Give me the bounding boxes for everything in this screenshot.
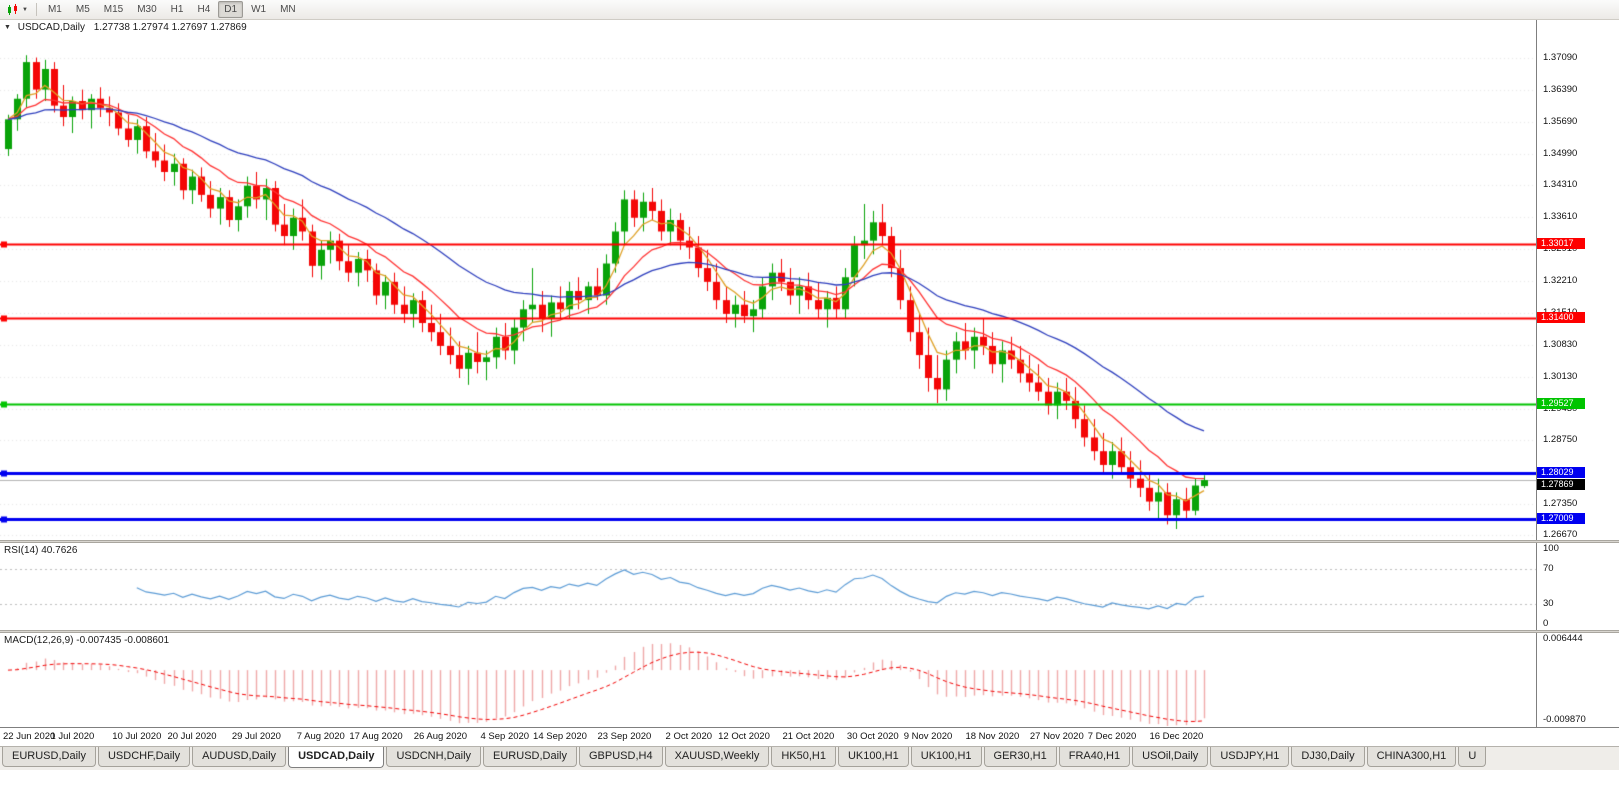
timeframe-button-w1[interactable]: W1 [251, 4, 267, 15]
date-axis-label: 12 Oct 2020 [718, 731, 770, 742]
price-line-tag: 1.31400 [1537, 312, 1585, 323]
timeframe-button-group: M1 M5 M15 M30 H1 H4 D1 W1 MN [42, 1, 302, 18]
candlestick-chart-icon [8, 3, 17, 15]
chart-tab-usoil-daily[interactable]: USOil,Daily [1132, 747, 1209, 767]
price-pane: ▼ USDCAD,Daily 1.27738 1.27974 1.27697 1… [0, 20, 1536, 540]
date-axis-label: 9 Nov 2020 [903, 731, 953, 742]
chart-title-overlay: ▼ USDCAD,Daily 1.27738 1.27974 1.27697 1… [4, 22, 247, 33]
chart-tab-u[interactable]: U [1458, 747, 1487, 767]
date-axis-label: 22 Jun 2020 [3, 731, 56, 742]
timeframe-button-m5[interactable]: M5 [75, 4, 90, 15]
macd-axis-tick: -0.009870 [1543, 714, 1586, 725]
price-line-tag: 1.28029 [1537, 467, 1585, 478]
ohlc-values-label: 1.27738 1.27974 1.27697 1.27869 [93, 22, 247, 33]
chart-tab-eurusd-daily[interactable]: EURUSD,Daily [2, 747, 96, 767]
price-axis-tick: 1.30130 [1543, 371, 1578, 382]
chevron-down-icon: ▼ [22, 6, 28, 13]
pane-splitter[interactable] [0, 630, 1619, 633]
chart-tab-china300-h1[interactable]: CHINA300,H1 [1366, 747, 1457, 767]
chart-tab-eurusd-daily[interactable]: EURUSD,Daily [483, 747, 577, 767]
price-axis-tick: 1.36390 [1543, 84, 1578, 95]
chart-tab-audusd-daily[interactable]: AUDUSD,Daily [192, 747, 287, 767]
rsi-pane: RSI(14) 40.7626 [0, 543, 1536, 630]
price-axis-tick: 1.26670 [1543, 529, 1578, 540]
timeframe-button-h1[interactable]: H1 [170, 4, 184, 15]
collapse-icon[interactable]: ▼ [4, 24, 11, 31]
chart-tab-usdcnh-daily[interactable]: USDCNH,Daily [386, 747, 482, 767]
macd-axis-tick: 0.006444 [1543, 633, 1583, 644]
timeframe-button-mn[interactable]: MN [280, 4, 296, 15]
time-axis: 22 Jun 2020 1 Jul 2020 10 Jul 2020 20 Jul 2… [0, 727, 1619, 746]
timeframe-button-m1[interactable]: M1 [47, 4, 62, 15]
date-axis-label: 1 Jul 2020 [50, 731, 95, 742]
date-axis-label: 14 Sep 2020 [533, 731, 587, 742]
pane-splitter[interactable] [0, 540, 1619, 543]
price-axis-tick: 1.32210 [1543, 275, 1578, 286]
rsi-indicator-label: RSI(14) 40.7626 [4, 545, 78, 556]
timeframe-button-m30[interactable]: M30 [137, 4, 157, 15]
chart-tab-uk100-h1[interactable]: UK100,H1 [837, 747, 909, 767]
date-axis-label: 17 Aug 2020 [349, 731, 403, 742]
chart-tab-uk100-h1[interactable]: UK100,H1 [910, 747, 982, 767]
timeframe-button-d1[interactable]: D1 [218, 1, 244, 18]
rsi-axis-tick: 30 [1543, 597, 1554, 609]
date-axis-label: 20 Jul 2020 [167, 731, 217, 742]
price-axis-tick: 1.34990 [1543, 148, 1578, 159]
date-axis-label: 29 Jul 2020 [231, 731, 281, 742]
date-axis-label: 21 Oct 2020 [782, 731, 835, 742]
chart-tab-ger30-h1[interactable]: GER30,H1 [983, 747, 1057, 767]
date-axis-label: 7 Aug 2020 [296, 731, 345, 742]
date-axis-label: 16 Dec 2020 [1149, 731, 1204, 742]
chart-tab-gbpusd-h4[interactable]: GBPUSD,H4 [579, 747, 663, 767]
timeframe-button-m15[interactable]: M15 [103, 4, 124, 15]
date-axis-label: 10 Jul 2020 [112, 731, 162, 742]
price-line-tag: 1.27009 [1537, 513, 1585, 524]
price-chart-canvas[interactable] [0, 20, 1536, 540]
chart-tab-bar: EURUSD,Daily USDCHF,Daily AUDUSD,Daily USDC… [0, 746, 1619, 770]
chart-type-button[interactable]: ▼ [3, 3, 31, 17]
macd-indicator-canvas[interactable] [0, 633, 1536, 727]
price-axis-tick: 1.35690 [1543, 116, 1578, 127]
chart-tab-fra40-h1[interactable]: FRA40,H1 [1058, 747, 1131, 767]
price-line-tag: 1.33017 [1537, 238, 1585, 249]
price-axis-tick: 1.34310 [1543, 179, 1578, 190]
date-axis-label: 7 Dec 2020 [1087, 731, 1137, 742]
price-axis-tick: 1.28750 [1543, 434, 1578, 445]
chart-tab-usdcad-daily[interactable]: USDCAD,Daily [288, 747, 385, 768]
price-axis-tick: 1.27350 [1543, 498, 1578, 509]
chart-tab-usdchf-daily[interactable]: USDCHF,Daily [97, 747, 191, 767]
chart-tab-dj30-daily[interactable]: DJ30,Daily [1291, 747, 1365, 767]
chart-tab-xauusd-weekly[interactable]: XAUUSD,Weekly [664, 747, 770, 767]
chart-tab-usdjpy-h1[interactable]: USDJPY,H1 [1210, 747, 1290, 767]
price-line-tag: 1.29527 [1537, 398, 1585, 409]
toolbar-separator [35, 3, 37, 16]
timeframe-button-h4[interactable]: H4 [197, 4, 211, 15]
symbol-period-label: USDCAD,Daily [17, 22, 85, 33]
rsi-axis-tick: 70 [1543, 563, 1554, 575]
timeframes-toolbar: ▼ M1 M5 M15 M30 H1 H4 D1 W1 MN [0, 0, 1619, 20]
date-axis-label: 2 Oct 2020 [665, 731, 713, 742]
date-axis-label: 26 Aug 2020 [413, 731, 468, 742]
chart-tab-hk50-h1[interactable]: HK50,H1 [771, 747, 836, 767]
date-axis-label: 23 Sep 2020 [597, 731, 652, 742]
price-axis-tick: 1.37090 [1543, 52, 1578, 63]
date-axis-label: 30 Oct 2020 [846, 731, 899, 742]
date-axis-label: 4 Sep 2020 [480, 731, 530, 742]
rsi-axis-scale: 100 70 30 0 [1536, 543, 1619, 630]
price-axis-tick: 1.33610 [1543, 211, 1578, 222]
date-axis-label: 18 Nov 2020 [965, 731, 1020, 742]
macd-pane: MACD(12,26,9) -0.007435 -0.008601 [0, 633, 1536, 727]
rsi-indicator-canvas[interactable] [0, 543, 1536, 630]
macd-axis-scale: 0.006444 -0.009870 [1536, 633, 1619, 727]
price-axis-tick: 1.30830 [1543, 339, 1578, 350]
price-axis-scale: 1.37090 1.36390 1.35690 1.34990 1.34310 1.336… [1536, 20, 1619, 540]
macd-indicator-label: MACD(12,26,9) -0.007435 -0.008601 [4, 635, 170, 646]
price-line-tag: 1.27869 [1537, 479, 1585, 490]
rsi-axis-tick: 100 [1543, 543, 1559, 554]
date-axis-label: 27 Nov 2020 [1029, 731, 1084, 742]
rsi-axis-tick: 0 [1543, 618, 1549, 629]
